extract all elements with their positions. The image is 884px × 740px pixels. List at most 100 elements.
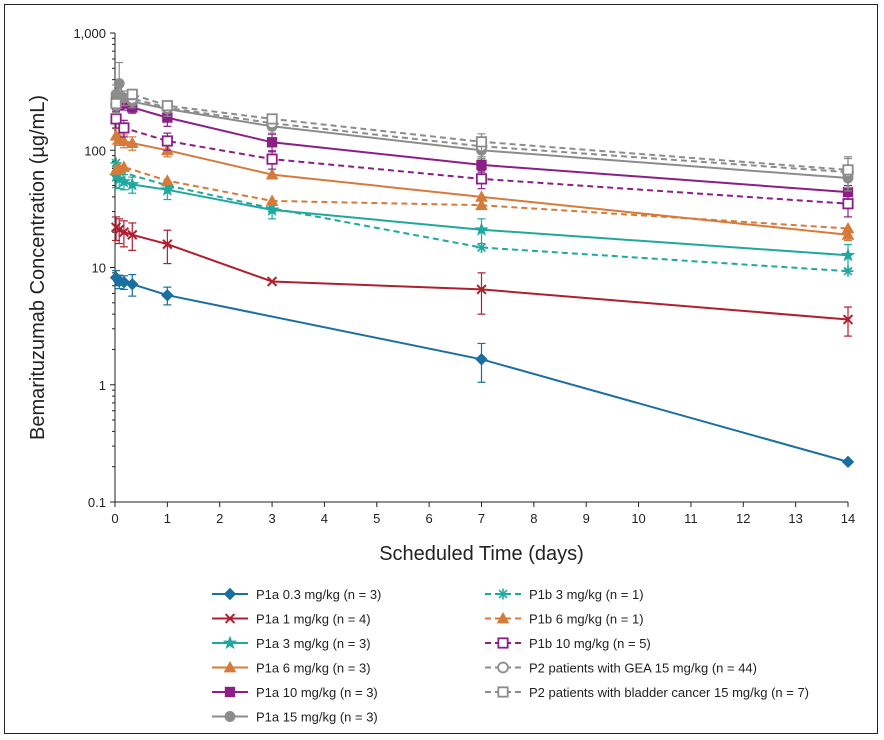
- legend-label: P1b 3 mg/kg (n = 1): [529, 587, 644, 602]
- chart-frame: [4, 4, 878, 734]
- y-tick-label: 100: [84, 143, 106, 158]
- marker-stroke: [266, 276, 278, 287]
- data-point: [475, 198, 488, 211]
- legend-item-6: P1a 15 mg/kg (n = 3): [212, 710, 378, 725]
- data-point: [110, 98, 122, 110]
- data-point: [127, 229, 138, 240]
- legend-swatch-marker: [496, 611, 510, 624]
- legend-item-10: P2 patients with GEA 15 mg/kg (n = 44): [485, 661, 757, 676]
- legend-item-1: P1a 0.3 mg/kg (n = 3): [212, 587, 381, 602]
- x-axis-title: Scheduled Time (days): [379, 543, 584, 565]
- legend-item-4: P1a 6 mg/kg (n = 3): [212, 661, 371, 676]
- legend-label: P1a 6 mg/kg (n = 3): [256, 661, 371, 676]
- marker-stroke: [162, 239, 173, 250]
- data-point: [475, 136, 488, 148]
- y-tick-label: 1: [99, 378, 106, 393]
- legend-item-3: P1a 3 mg/kg (n = 3): [212, 635, 371, 651]
- data-point: [476, 242, 487, 254]
- data-point: [841, 228, 855, 240]
- data-point: [117, 160, 131, 172]
- data-point: [266, 276, 278, 287]
- legend-swatch-marker: [497, 588, 509, 600]
- data-point: [118, 122, 130, 134]
- legend-swatch-marker: [224, 613, 236, 624]
- legend-swatch-marker: [223, 587, 237, 601]
- marker-stroke: [498, 589, 508, 599]
- legend-item-8: P1b 6 mg/kg (n = 1): [485, 612, 644, 627]
- data-point: [476, 284, 487, 295]
- data-point: [842, 198, 854, 210]
- series-line: [115, 118, 849, 205]
- legend-item-5: P1a 10 mg/kg (n = 3): [212, 685, 378, 700]
- data-point: [475, 353, 488, 366]
- x-tick-label: 6: [426, 511, 433, 526]
- axes: [110, 32, 849, 507]
- data-point: [266, 153, 278, 165]
- data-point: [125, 136, 139, 149]
- data-point: [161, 289, 174, 302]
- data-point: [840, 247, 856, 262]
- x-tick-label: 9: [583, 511, 590, 526]
- data-point: [110, 113, 122, 125]
- series-11: [110, 88, 854, 189]
- data-point: [162, 239, 173, 250]
- y-tick-label: 0.1: [88, 495, 106, 510]
- legend-label: P1a 1 mg/kg (n = 4): [256, 612, 371, 627]
- legend-label: P1a 10 mg/kg (n = 3): [256, 685, 378, 700]
- legend-swatch-marker: [497, 661, 509, 674]
- x-tick-label: 2: [216, 511, 223, 526]
- legend-label: P1a 3 mg/kg (n = 3): [256, 636, 371, 651]
- marker-stroke: [118, 227, 130, 238]
- marker-stroke: [127, 229, 138, 240]
- data-point: [161, 174, 174, 186]
- data-point: [161, 135, 173, 147]
- x-tick-label: 13: [788, 511, 802, 526]
- data-point: [842, 265, 854, 277]
- legend-swatch-marker: [497, 637, 509, 649]
- legend-label: P1a 0.3 mg/kg (n = 3): [256, 587, 381, 602]
- data-point: [266, 137, 278, 148]
- marker-stroke: [111, 158, 121, 168]
- data-point: [266, 113, 278, 125]
- x-tick-label: 10: [631, 511, 645, 526]
- series-line: [115, 162, 849, 273]
- legend-swatch-marker: [223, 660, 237, 673]
- legend-item-11: P2 patients with bladder cancer 15 mg/kg…: [485, 685, 809, 700]
- data-point: [842, 164, 854, 176]
- x-tick-label: 11: [684, 511, 698, 526]
- x-tick-label: 3: [268, 511, 275, 526]
- legend-label: P1a 15 mg/kg (n = 3): [256, 710, 378, 725]
- legend-label: P1b 6 mg/kg (n = 1): [529, 612, 644, 627]
- series-1: [109, 270, 855, 469]
- data-point: [126, 278, 139, 291]
- legend-label: P1b 10 mg/kg (n = 5): [529, 636, 651, 651]
- data-point: [842, 314, 854, 325]
- data-point: [116, 174, 132, 188]
- data-point: [125, 177, 140, 191]
- legend-swatch-marker: [497, 686, 509, 698]
- data-point: [126, 88, 138, 100]
- marker-stroke: [842, 314, 854, 325]
- data-point: [113, 78, 125, 90]
- legend-swatch-marker: [224, 686, 236, 698]
- data-point: [161, 100, 173, 112]
- legend-item-2: P1a 1 mg/kg (n = 4): [212, 612, 371, 627]
- series-2: [110, 216, 854, 337]
- series-layer: [108, 61, 856, 469]
- x-tick-label: 5: [373, 511, 380, 526]
- legend-swatch-marker: [222, 635, 238, 650]
- legend-label: P2 patients with GEA 15 mg/kg (n = 44): [529, 661, 757, 676]
- data-point: [474, 222, 489, 236]
- data-point: [118, 227, 130, 238]
- data-point: [265, 194, 279, 206]
- legend: P1a 0.3 mg/kg (n = 3) P1a 1 mg/kg (n = 4)…: [212, 587, 809, 725]
- marker-stroke: [224, 613, 236, 624]
- series-7: [110, 157, 854, 277]
- marker-stroke: [114, 224, 125, 235]
- series-9: [110, 110, 854, 218]
- x-tick-label: 4: [321, 511, 328, 526]
- data-point: [475, 173, 488, 185]
- data-point: [841, 455, 855, 469]
